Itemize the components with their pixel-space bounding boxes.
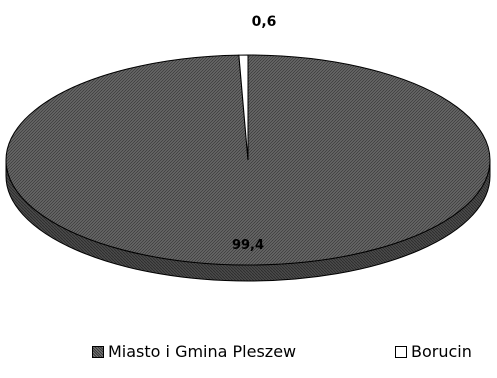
data-label-borucin: 0,6 (252, 14, 277, 30)
legend-item-miasto: Miasto i Gmina Pleszew (92, 342, 296, 361)
legend-label-borucin: Borucin (411, 342, 472, 361)
legend-swatch-miasto (92, 345, 104, 358)
legend: Miasto i Gmina Pleszew Borucin (0, 342, 497, 372)
pie-chart-svg: 99,4 0,6 (5, 14, 491, 282)
pie-layer: 99,4 0,6 (5, 14, 491, 282)
legend-label-miasto: Miasto i Gmina Pleszew (108, 342, 297, 361)
data-label-miasto: 99,4 (232, 238, 264, 253)
legend-item-borucin: Borucin (395, 342, 472, 361)
legend-swatch-borucin (395, 345, 407, 358)
pie-slice-borucin (238, 54, 249, 161)
